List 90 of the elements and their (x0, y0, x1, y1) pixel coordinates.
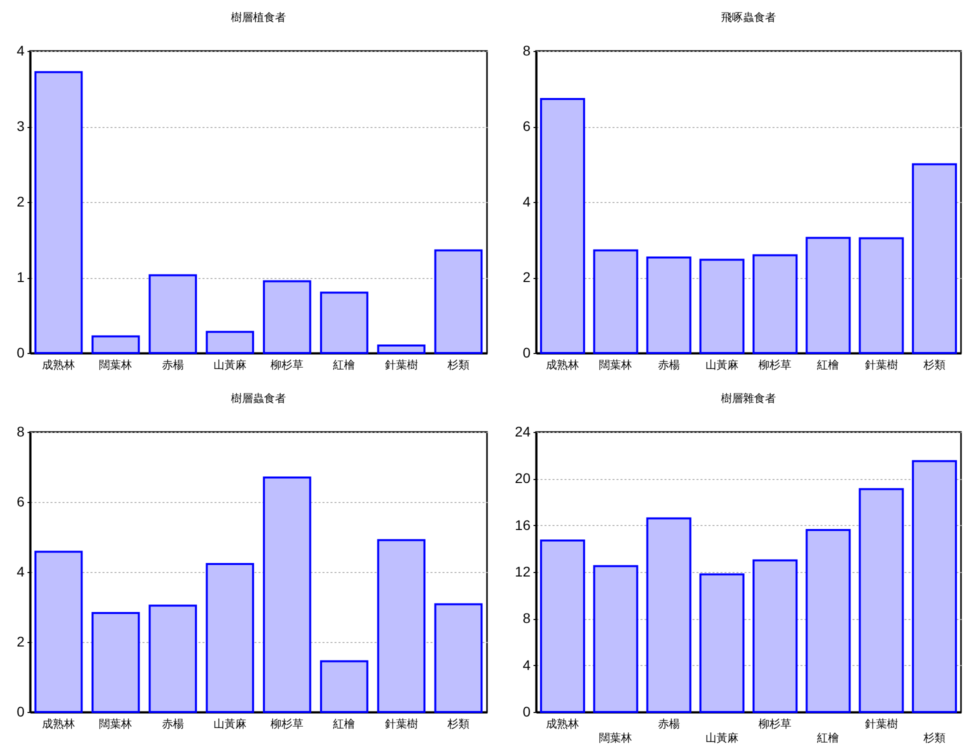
y-tick-label: 0 (16, 704, 25, 720)
bar (646, 517, 692, 713)
bar (593, 565, 638, 713)
x-tick-label: 紅檜 (817, 732, 840, 744)
y-tick-label: 6 (16, 494, 25, 510)
y-tick-label: 8 (16, 424, 25, 440)
x-tick-label: 柳杉草 (270, 718, 304, 730)
x-tick-label: 柳杉草 (270, 358, 304, 372)
x-tick-label: 山黃麻 (213, 718, 246, 730)
y-tick-label: 4 (16, 42, 25, 58)
y-tick-label: 3 (16, 118, 25, 134)
chart-title: 樹層植食者 (231, 11, 286, 24)
bar (593, 249, 638, 354)
y-tick-label: 1 (16, 269, 25, 285)
bar (92, 335, 140, 354)
bar (912, 460, 957, 713)
x-tick-label: 柳杉草 (758, 358, 792, 372)
bar (752, 559, 798, 713)
x-tick-label: 針葉樹 (864, 718, 898, 730)
bar (377, 539, 426, 713)
x-tick-label: 杉類 (922, 732, 946, 744)
y-tick-label: 0 (522, 704, 531, 720)
bar (540, 540, 586, 713)
bar (34, 550, 83, 713)
chart-title: 樹層雜食者 (721, 392, 776, 405)
x-tick-label: 成熟林 (546, 358, 580, 372)
y-tick-label: 4 (16, 564, 25, 580)
y-tick-label: 8 (522, 610, 531, 626)
bar (320, 292, 368, 354)
x-tick-label: 山黃麻 (705, 732, 738, 744)
bar (206, 330, 254, 354)
bar (434, 603, 483, 713)
chart-title: 飛啄蟲食者 (721, 11, 776, 24)
x-tick-label: 赤楊 (658, 718, 680, 730)
x-tick-label: 紅檜 (817, 358, 840, 372)
chart-title: 樹層蟲食者 (231, 392, 286, 405)
x-tick-label: 闊葉林 (99, 358, 132, 372)
x-tick-label: 闊葉林 (599, 358, 632, 372)
x-tick-label: 闊葉林 (99, 718, 132, 730)
x-tick-label: 赤楊 (162, 718, 184, 730)
x-tick-label: 闊葉林 (599, 732, 632, 744)
x-tick-label: 成熟林 (546, 718, 580, 730)
y-tick-label: 16 (514, 516, 531, 533)
y-tick-label: 6 (522, 118, 531, 134)
bar (320, 660, 368, 713)
bar (34, 71, 83, 354)
x-tick-label: 針葉樹 (864, 358, 898, 372)
x-tick-label: 紅檜 (333, 358, 356, 372)
x-tick-label: 赤楊 (162, 358, 184, 372)
bar (92, 612, 140, 713)
bar (148, 604, 197, 713)
y-tick-label: 4 (522, 656, 531, 673)
bar (806, 236, 851, 354)
bar (912, 163, 957, 354)
bar (699, 573, 744, 713)
x-tick-label: 針葉樹 (384, 718, 418, 730)
bar (858, 488, 904, 713)
bar (262, 280, 312, 354)
x-tick-label: 山黃麻 (213, 358, 246, 372)
bar (262, 476, 312, 713)
y-tick-label: 2 (16, 194, 25, 210)
y-tick-label: 2 (16, 634, 25, 650)
bar (806, 529, 851, 713)
bar (540, 98, 586, 354)
y-tick-label: 12 (514, 564, 531, 580)
x-tick-label: 山黃麻 (705, 358, 738, 372)
y-tick-label: 2 (522, 269, 531, 285)
bar (377, 344, 426, 354)
x-tick-label: 成熟林 (42, 358, 76, 372)
y-tick-label: 24 (514, 424, 531, 440)
x-tick-label: 赤楊 (658, 358, 680, 372)
bar (752, 254, 798, 354)
x-tick-label: 杉類 (446, 718, 470, 730)
x-tick-label: 紅檜 (333, 718, 356, 730)
x-tick-label: 杉類 (922, 358, 946, 372)
x-tick-label: 柳杉草 (758, 718, 792, 730)
y-tick-label: 0 (16, 344, 25, 360)
y-tick-label: 0 (522, 344, 531, 360)
bar (646, 256, 692, 354)
bar (206, 562, 254, 713)
x-tick-label: 針葉樹 (384, 358, 418, 372)
y-tick-label: 20 (514, 470, 531, 486)
x-tick-label: 杉類 (446, 358, 470, 372)
bar (434, 249, 483, 354)
y-tick-label: 8 (522, 42, 531, 58)
y-tick-label: 4 (522, 194, 531, 210)
bar (699, 258, 744, 354)
x-tick-label: 成熟林 (42, 718, 76, 730)
bar (858, 237, 904, 354)
bar (148, 274, 197, 354)
